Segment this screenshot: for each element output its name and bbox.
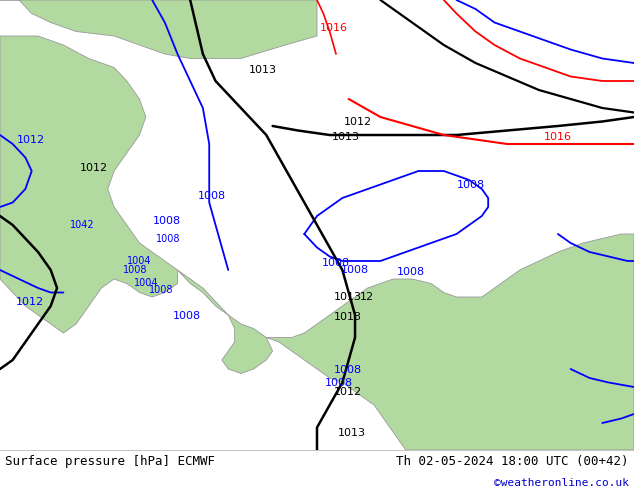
Text: 1004: 1004: [127, 256, 152, 266]
Text: 1008: 1008: [397, 267, 425, 277]
Text: 1012: 1012: [344, 118, 372, 127]
Polygon shape: [266, 234, 634, 450]
Text: 1008: 1008: [456, 179, 484, 190]
Text: 1013: 1013: [249, 65, 277, 75]
Text: 1012: 1012: [333, 388, 361, 397]
Text: 12: 12: [359, 292, 373, 302]
Text: 1008: 1008: [173, 311, 201, 321]
Text: 1008: 1008: [123, 265, 147, 275]
Text: 1008: 1008: [153, 216, 181, 225]
Text: 1004: 1004: [134, 278, 158, 288]
Text: 1016: 1016: [544, 132, 572, 142]
Text: 1013: 1013: [333, 292, 361, 302]
Text: 1042: 1042: [70, 220, 94, 230]
Text: 1008: 1008: [198, 191, 226, 201]
Text: 1008: 1008: [322, 258, 350, 268]
Text: 1012: 1012: [16, 296, 44, 307]
Text: 1008: 1008: [325, 378, 353, 389]
Text: 1008: 1008: [150, 285, 174, 295]
Text: 1012: 1012: [80, 163, 108, 173]
Text: 1013: 1013: [338, 428, 366, 438]
Polygon shape: [0, 0, 317, 58]
Text: Surface pressure [hPa] ECMWF: Surface pressure [hPa] ECMWF: [5, 455, 215, 467]
Polygon shape: [178, 270, 273, 373]
Text: 1013: 1013: [332, 132, 359, 142]
Text: 1016: 1016: [320, 23, 348, 33]
Text: 1008: 1008: [333, 365, 361, 375]
Text: 1013: 1013: [333, 312, 361, 322]
Text: 1012: 1012: [16, 135, 44, 146]
Text: 1008: 1008: [341, 265, 369, 275]
Text: Th 02-05-2024 18:00 UTC (00+42): Th 02-05-2024 18:00 UTC (00+42): [396, 455, 629, 467]
Text: 1008: 1008: [156, 234, 180, 245]
Polygon shape: [0, 36, 178, 333]
Text: ©weatheronline.co.uk: ©weatheronline.co.uk: [494, 478, 629, 488]
